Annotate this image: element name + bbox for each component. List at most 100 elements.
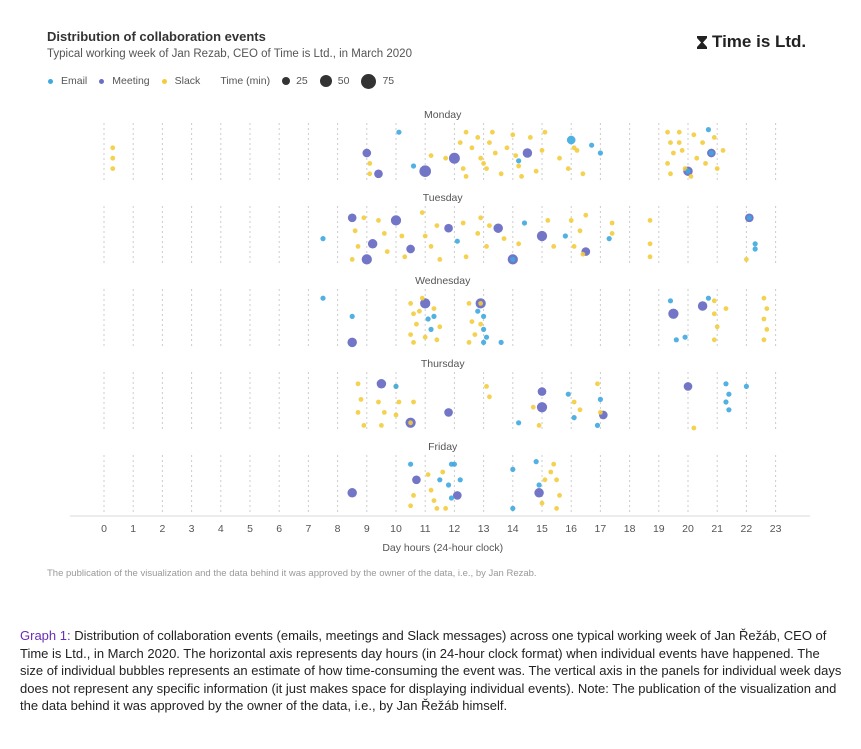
slack-bubble [565, 166, 571, 172]
slack-bubble [487, 394, 492, 400]
x-tick-label: 19 [653, 523, 665, 535]
email-bubble [481, 313, 487, 319]
x-tick-label: 12 [449, 523, 461, 535]
meeting-bubble [534, 488, 544, 498]
email-bubble [746, 215, 752, 221]
slack-bubble [408, 301, 413, 306]
email-bubble [723, 399, 729, 405]
slack-bubble [361, 423, 367, 428]
meeting-bubble [374, 169, 383, 179]
slack-bubble [711, 298, 717, 304]
meeting-bubble [683, 382, 693, 391]
slack-bubble [647, 241, 653, 247]
meeting-bubble [347, 488, 357, 498]
legend-email-swatch [48, 78, 53, 84]
slack-bubble [434, 337, 440, 343]
slack-bubble [744, 257, 749, 262]
figure-caption: Graph 1: Distribution of collaboration e… [20, 627, 842, 715]
slack-bubble [668, 171, 673, 177]
slack-bubble [700, 140, 705, 146]
slack-bubble [367, 171, 373, 177]
slack-bubble [647, 218, 653, 223]
x-tick-label: 11 [420, 523, 431, 535]
x-tick-label: 15 [536, 523, 548, 535]
slack-bubble [484, 384, 489, 389]
slack-bubble [408, 503, 413, 509]
email-bubble [448, 495, 455, 501]
slack-bubble [434, 223, 440, 229]
slack-bubble [557, 493, 562, 498]
email-bubble [606, 236, 612, 242]
slack-bubble [419, 295, 425, 301]
x-tick-label: 9 [364, 523, 370, 535]
slack-bubble [764, 306, 770, 311]
slack-bubble [545, 218, 551, 223]
slack-bubble [665, 129, 670, 135]
slack-bubble [469, 319, 475, 324]
email-bubble [521, 220, 528, 226]
email-bubble [673, 337, 679, 343]
email-bubble [726, 407, 732, 413]
slack-bubble [457, 140, 463, 146]
slack-bubble [679, 148, 685, 153]
email-bubble [533, 459, 539, 465]
slack-bubble [668, 140, 673, 146]
email-bubble [752, 241, 758, 247]
slack-bubble [381, 231, 387, 236]
x-tick-label: 2 [159, 523, 165, 535]
email-bubble [743, 383, 750, 389]
brand-name: Time is Ltd. [712, 32, 807, 51]
slack-bubble [557, 155, 562, 161]
slack-bubble [411, 399, 416, 405]
slack-bubble [110, 155, 116, 161]
slack-bubble [478, 301, 484, 306]
slack-bubble [504, 145, 510, 151]
email-bubble [536, 482, 542, 488]
slack-bubble [466, 340, 472, 345]
x-tick-label: 18 [624, 523, 636, 535]
slack-bubble [355, 244, 361, 249]
meeting-bubble [668, 308, 679, 319]
email-bubble [565, 391, 571, 397]
slack-bubble [110, 166, 116, 172]
meeting-bubble [347, 337, 357, 348]
slack-bubble [402, 254, 408, 260]
email-bubble [510, 256, 516, 262]
slack-bubble [379, 423, 384, 428]
slack-bubble [414, 321, 419, 327]
slack-bubble [463, 129, 469, 135]
panel-label-friday: Friday [428, 441, 458, 453]
meeting-bubble [367, 239, 378, 249]
slack-bubble [384, 249, 390, 255]
approval-note: The publication of the visualization and… [47, 568, 537, 579]
slack-bubble [761, 316, 767, 322]
slack-bubble [571, 244, 577, 249]
slack-bubble [539, 500, 545, 506]
slack-bubble [571, 399, 577, 405]
x-tick-label: 16 [565, 523, 577, 535]
slack-bubble [466, 301, 472, 306]
slack-bubble [609, 220, 615, 226]
email-bubble [571, 415, 577, 421]
slack-bubble [533, 168, 539, 174]
slack-bubble [548, 469, 554, 475]
slack-bubble [551, 244, 557, 249]
slack-bubble [376, 218, 381, 223]
email-bubble [349, 313, 355, 319]
slack-bubble [714, 166, 720, 172]
x-tick-label: 17 [595, 523, 607, 535]
slack-bubble [665, 161, 670, 166]
x-tick-label: 10 [390, 523, 402, 535]
caption-text: Distribution of collaboration events (em… [20, 628, 842, 714]
slack-bubble [513, 153, 519, 159]
slack-bubble [691, 425, 697, 431]
slack-bubble [411, 493, 416, 498]
slack-bubble [437, 257, 443, 262]
email-bubble [454, 238, 460, 244]
meeting-bubble [448, 152, 460, 164]
panel-label-tuesday: Tuesday [423, 192, 464, 204]
slack-bubble [487, 140, 492, 146]
slack-bubble [463, 254, 469, 260]
slack-bubble [539, 148, 545, 153]
